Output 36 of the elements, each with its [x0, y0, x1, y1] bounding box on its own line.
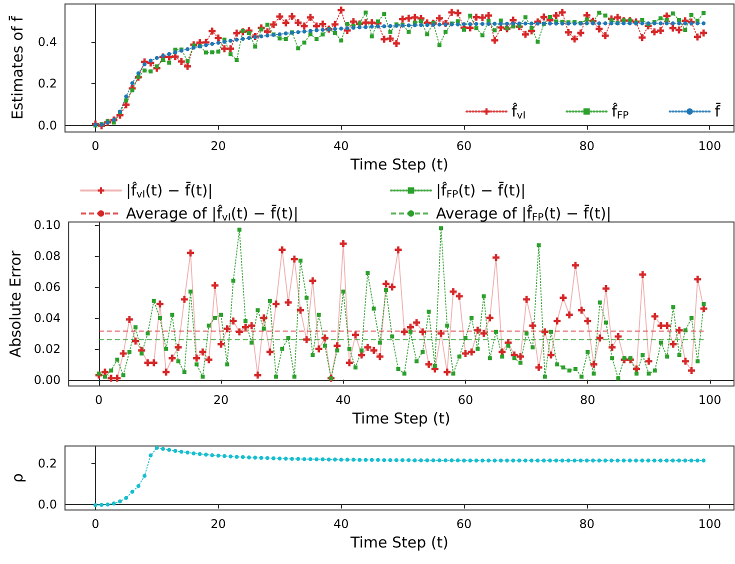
y-tick-label: 0.2 [38, 456, 57, 471]
x-tick-label: 100 [698, 517, 722, 531]
y-tick-label: 0.00 [34, 372, 61, 387]
x-tick-label: 40 [336, 393, 351, 407]
y-tick-label: 0.2 [38, 76, 57, 91]
x-tick-label: 80 [579, 517, 595, 531]
x-tick-label: 60 [458, 393, 474, 407]
x-tick-label: 100 [698, 139, 722, 153]
x-tick-label: 20 [210, 139, 226, 153]
x-tick-label: 20 [213, 393, 229, 407]
y-tick-label: 0.02 [34, 342, 61, 356]
y-tick-label: 0.0 [38, 118, 57, 133]
x-tick-label: 60 [456, 139, 472, 153]
x-tick-label: 80 [579, 139, 595, 153]
x-axis-title: Time Step (t) [350, 533, 448, 552]
x-tick-label: 0 [92, 139, 100, 153]
y-axis-title: ρ [8, 473, 26, 483]
y-tick-label: 0.4 [38, 34, 57, 49]
x-axis-title: Time Step (t) [351, 409, 450, 428]
x-tick-label: 80 [580, 393, 596, 407]
legend-label: f̄ [714, 102, 721, 120]
x-tick-label: 20 [210, 517, 226, 531]
x-tick-label: 100 [698, 393, 722, 407]
x-tick-label: 0 [92, 517, 100, 531]
y-axis-title: Absolute Error [6, 250, 24, 358]
y-tick-label: 0.06 [34, 280, 61, 294]
y-axis-title: Estimates of f̄ [8, 15, 26, 120]
y-tick-label: 0.10 [34, 218, 61, 232]
x-tick-label: 60 [456, 517, 472, 531]
x-tick-label: 40 [334, 517, 349, 531]
x-axis-title: Time Step (t) [350, 155, 448, 174]
x-tick-label: 0 [95, 393, 103, 407]
y-tick-label: 0.0 [38, 497, 57, 512]
x-tick-label: 40 [334, 139, 349, 153]
y-tick-label: 0.08 [34, 249, 61, 264]
y-tick-label: 0.04 [34, 310, 61, 325]
